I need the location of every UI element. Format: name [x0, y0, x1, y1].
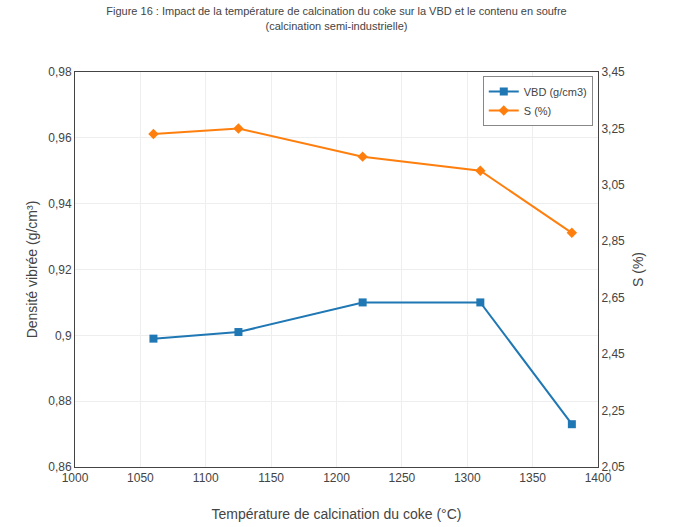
svg-text:2,05: 2,05: [601, 460, 625, 474]
svg-text:Température de calcination du: Température de calcination du coke (°C): [212, 506, 462, 522]
svg-text:Densité vibrée (g/cm³): Densité vibrée (g/cm³): [24, 201, 40, 339]
svg-text:1100: 1100: [193, 471, 219, 485]
svg-text:1400: 1400: [585, 471, 612, 485]
svg-text:Figure 16 : Impact de la tempé: Figure 16 : Impact de la température de …: [106, 5, 566, 31]
svg-text:2,65: 2,65: [601, 291, 625, 305]
svg-text:1300: 1300: [454, 471, 481, 485]
svg-text:VBD (g/cm3): VBD (g/cm3): [524, 86, 587, 98]
svg-text:1150: 1150: [258, 471, 284, 485]
svg-text:0,88: 0,88: [48, 394, 72, 408]
svg-text:0,94: 0,94: [48, 197, 72, 211]
svg-text:0,96: 0,96: [48, 131, 72, 145]
svg-text:0,9: 0,9: [55, 329, 72, 343]
svg-text:1000: 1000: [62, 471, 89, 485]
svg-text:0,98: 0,98: [48, 65, 72, 79]
svg-text:1250: 1250: [389, 471, 416, 485]
svg-text:3,05: 3,05: [601, 178, 625, 192]
svg-text:1350: 1350: [519, 471, 546, 485]
svg-text:2,25: 2,25: [601, 404, 625, 418]
svg-text:0,92: 0,92: [48, 263, 72, 277]
svg-text:2,85: 2,85: [601, 234, 625, 248]
svg-text:0,86: 0,86: [48, 460, 72, 474]
svg-text:3,25: 3,25: [601, 122, 625, 136]
svg-text:2,45: 2,45: [601, 347, 625, 361]
svg-text:S (%): S (%): [524, 105, 552, 117]
svg-text:1200: 1200: [323, 471, 350, 485]
svg-text:1050: 1050: [127, 471, 154, 485]
svg-text:S (%): S (%): [630, 252, 646, 287]
svg-text:3,45: 3,45: [601, 65, 625, 79]
